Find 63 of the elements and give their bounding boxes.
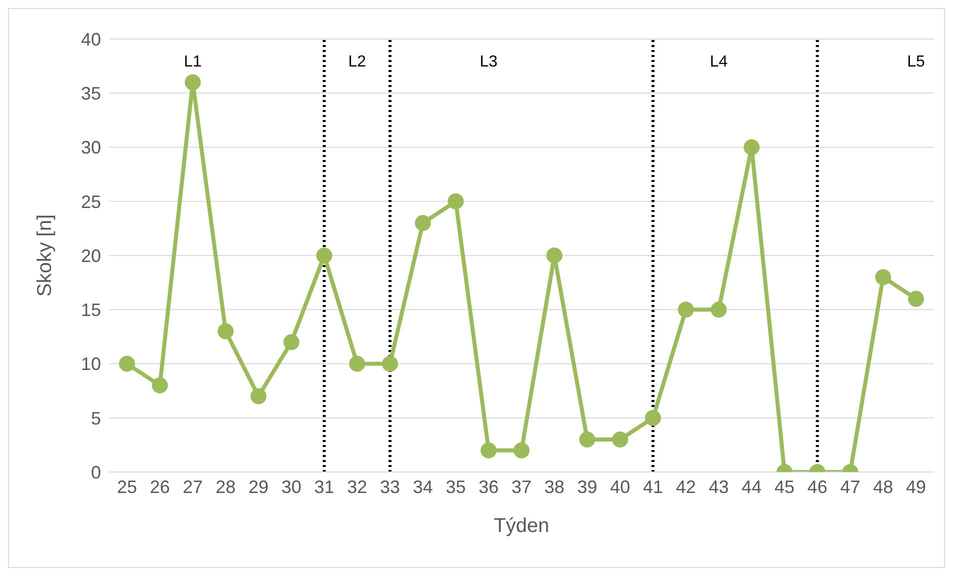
x-tick-label: 46 <box>807 476 828 497</box>
point <box>250 388 266 404</box>
x-tick-label: 47 <box>840 476 860 497</box>
annotation: L2 <box>348 54 366 71</box>
point <box>579 432 596 448</box>
x-tick-label: 31 <box>314 476 334 497</box>
point <box>448 193 464 210</box>
annotation: L5 <box>907 54 925 71</box>
point <box>349 356 366 372</box>
x-tick-label: 32 <box>347 476 368 497</box>
y-tick-label: 5 <box>90 408 101 428</box>
annotation: L3 <box>480 54 498 71</box>
x-tick-label: 45 <box>774 476 795 497</box>
x-tick-label: 42 <box>676 476 696 497</box>
x-tick-label: 44 <box>742 476 762 497</box>
annotation: L1 <box>184 54 202 71</box>
y-tick-label: 40 <box>80 29 101 50</box>
point <box>514 442 530 458</box>
point <box>414 215 431 232</box>
x-tick-label: 36 <box>478 476 499 497</box>
point <box>218 323 234 340</box>
y-tick-label: 0 <box>90 462 101 482</box>
point <box>184 74 201 90</box>
x-tick-label: 43 <box>708 476 729 497</box>
point <box>710 302 727 318</box>
x-tick-label: 33 <box>380 476 400 497</box>
x-tick-label: 40 <box>610 476 630 497</box>
point <box>875 269 892 286</box>
point <box>480 442 497 458</box>
point <box>612 432 628 448</box>
x-tick-label: 49 <box>906 476 926 497</box>
x-tick-label: 34 <box>412 476 433 497</box>
x-tick-label: 30 <box>281 476 302 497</box>
y-tick-label: 25 <box>80 192 101 212</box>
point <box>119 356 135 372</box>
point <box>316 248 332 264</box>
x-axis-title: Týden <box>494 515 550 537</box>
y-tick-label: 10 <box>80 354 101 374</box>
x-tick-label: 29 <box>248 476 269 497</box>
point <box>645 410 661 426</box>
x-tick-label: 28 <box>216 476 236 497</box>
y-tick-label: 30 <box>80 138 101 158</box>
x-tick-label: 39 <box>577 476 598 497</box>
point <box>283 334 300 350</box>
y-tick-label: 20 <box>80 246 101 266</box>
point <box>382 356 398 372</box>
y-axis-title: Skoky [n] <box>34 214 56 297</box>
x-tick-label: 26 <box>150 476 170 497</box>
point <box>908 290 924 307</box>
point <box>546 248 562 264</box>
y-tick-label: 35 <box>80 84 101 104</box>
point <box>152 377 168 394</box>
x-tick-label: 37 <box>511 476 532 497</box>
x-tick-label: 35 <box>446 476 466 497</box>
annotation: L4 <box>710 54 728 71</box>
x-tick-label: 38 <box>544 476 564 497</box>
x-tick-label: 41 <box>642 476 664 497</box>
x-tick-label: 48 <box>873 476 894 497</box>
y-tick-label: 15 <box>80 300 101 320</box>
point <box>744 139 760 156</box>
x-tick-label: 25 <box>116 476 138 497</box>
point <box>678 302 694 318</box>
x-tick-label: 27 <box>182 476 203 497</box>
